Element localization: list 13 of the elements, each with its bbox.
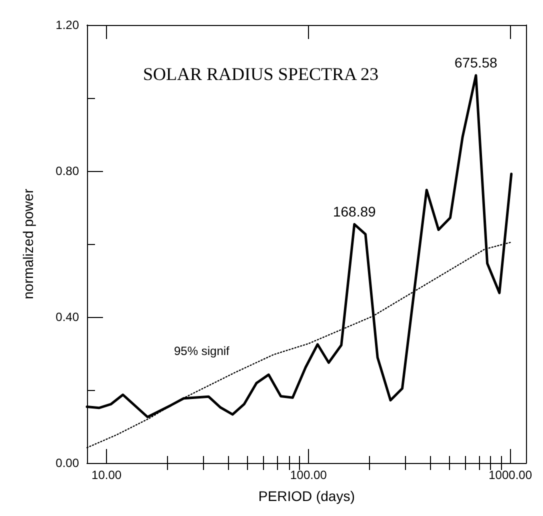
y-tick-label: 0.00 [56, 456, 80, 470]
text: SOLAR RADIUS SPECTRA 23 [143, 64, 379, 84]
x-axis-title: PERIOD (days) [258, 488, 355, 504]
y-tick-label: 0.40 [56, 310, 80, 324]
y-tick-label: 1.20 [56, 18, 80, 32]
y-tick-label: 0.80 [56, 164, 80, 178]
x-tick-label: 100.00 [290, 468, 328, 482]
x-tick-label: 1000.00 [488, 468, 532, 482]
annotation: 95% signif [174, 344, 230, 358]
x-tick-label: 10.00 [92, 468, 122, 482]
annotation: 675.58 [454, 54, 498, 70]
y-axis-title: normalized power [20, 188, 36, 300]
annotation: 168.89 [332, 203, 376, 220]
